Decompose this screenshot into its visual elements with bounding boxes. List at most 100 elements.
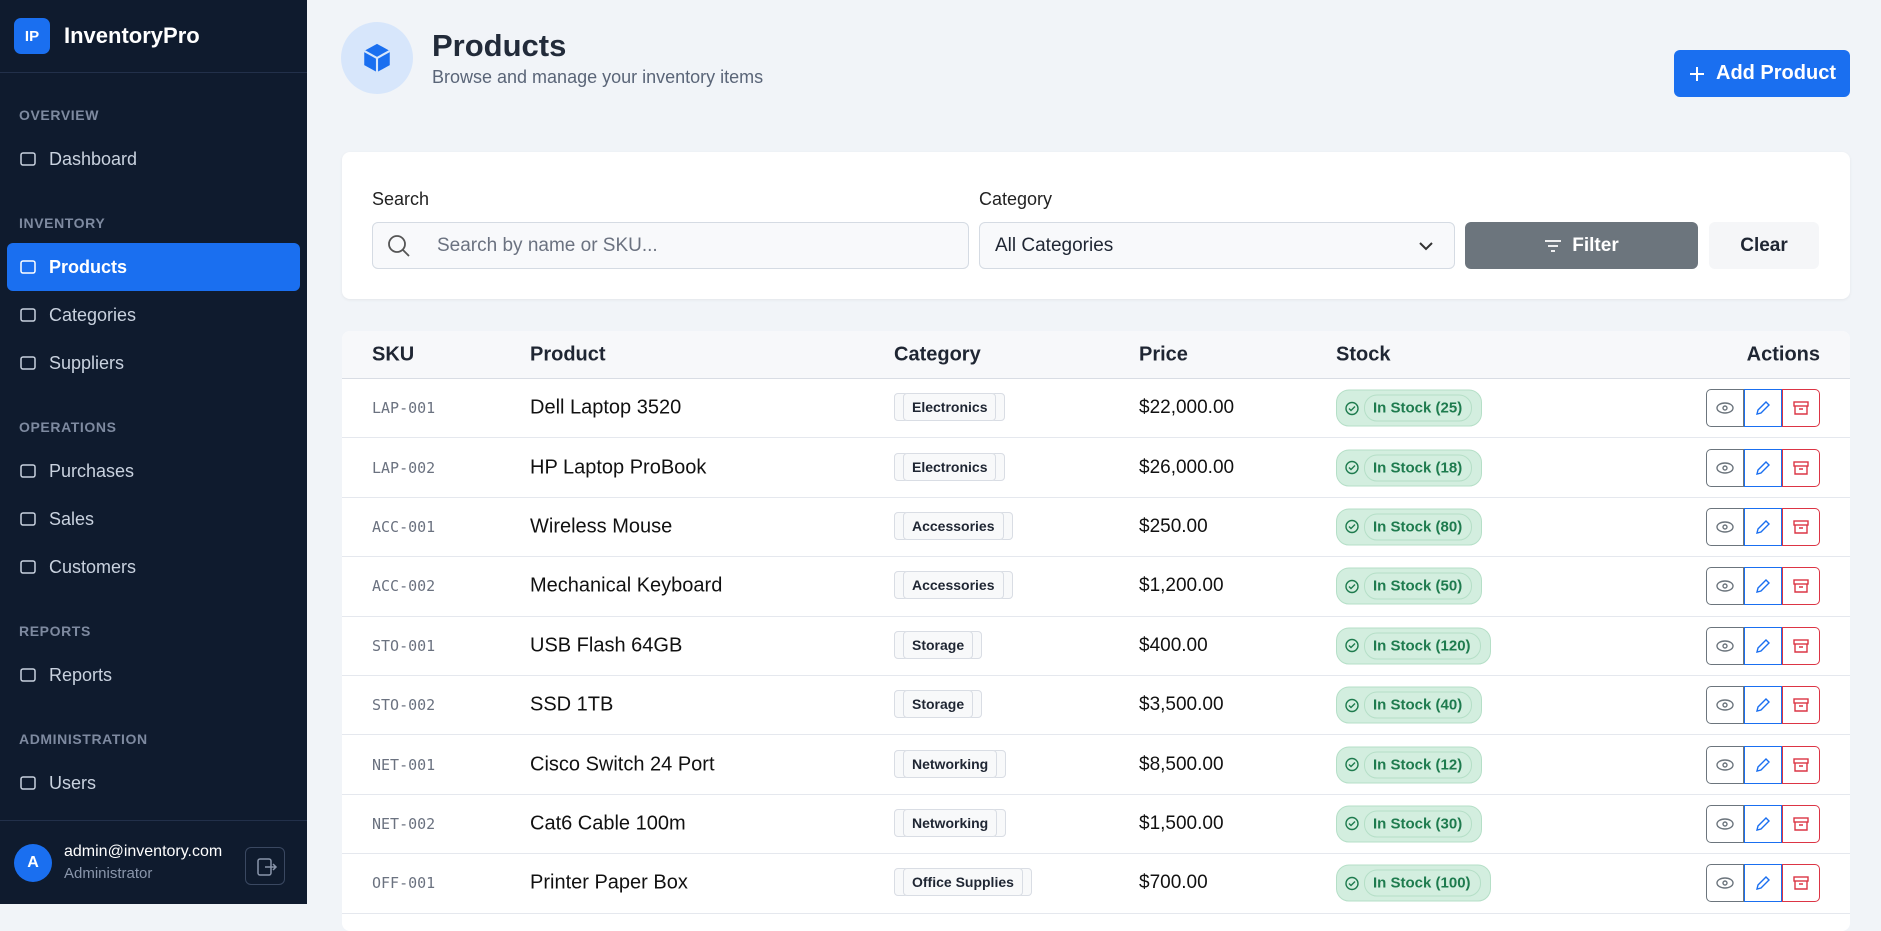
view-button[interactable] [1706,804,1744,843]
column-header: Actions [1746,343,1820,365]
edit-button[interactable] [1744,686,1782,725]
stock-cell: In Stock (80) [1336,508,1483,546]
filter-button[interactable]: Filter [1465,222,1698,269]
badge-text: In Stock (30) [1364,810,1473,838]
archive-button[interactable] [1782,626,1820,665]
header-icon [341,22,413,94]
nav-item[interactable]: Products [7,243,300,291]
actions [1706,507,1820,546]
category-value: All Categories [995,234,1114,256]
nav-item-label: Suppliers [49,352,125,373]
nav-item-label: Purchases [49,460,135,481]
nav-item[interactable]: Sales [7,495,300,543]
prod-cell: SSD 1TB [530,693,614,716]
cat-cell: Office Supplies [894,868,1032,897]
edit-button[interactable] [1744,626,1782,665]
price-cell: $8,500.00 [1139,753,1224,775]
price-cell: $22,000.00 [1139,397,1235,419]
table-row: STO-001 USB Flash 64GB Storage $400.00 In St… [342,617,1850,676]
nav-section-label: OPERATIONS [19,419,117,435]
actions [1706,864,1820,903]
archive-button[interactable] [1782,864,1820,903]
stock-badge: In Stock (12) [1336,746,1483,784]
products-table: SKU Product Category Price Stock Actions LAP-0… [342,331,1850,931]
badge-text: Storage [903,690,974,719]
stock-cell: In Stock (100) [1336,864,1491,902]
edit-button[interactable] [1744,745,1782,784]
edit-button[interactable] [1744,507,1782,546]
view-button[interactable] [1706,626,1744,665]
prod-cell: USB Flash 64GB [530,634,683,657]
sku-cell: NET-001 [372,755,436,774]
archive-button[interactable] [1782,686,1820,725]
view-button[interactable] [1706,389,1744,428]
nav-item[interactable]: Purchases [7,447,300,495]
prod-cell: Cisco Switch 24 Port [530,753,715,776]
edit-button[interactable] [1744,448,1782,487]
column-header: Price [1139,343,1188,365]
edit-button[interactable] [1744,864,1782,903]
archive-button[interactable] [1782,507,1820,546]
nav-item[interactable]: Suppliers [7,339,300,387]
archive-button[interactable] [1782,389,1820,428]
actions [1706,389,1820,428]
sku-cell: LAP-001 [372,399,436,418]
badge-text: Electronics [903,393,997,422]
badge-text: In Stock (25) [1364,394,1473,422]
brand-name: InventoryPro [64,23,200,48]
view-button[interactable] [1706,567,1744,606]
stock-badge: In Stock (80) [1336,508,1483,546]
search-input[interactable]: Search by name or SKU... [372,222,969,269]
table-row: OFF-001 Printer Paper Box Office Supplies $… [342,854,1850,914]
badge-text: Networking [903,808,998,837]
column-header: SKU [372,343,415,365]
category-badge: Networking [894,749,1007,778]
archive-button[interactable] [1782,745,1820,784]
actions [1706,567,1820,606]
nav-item[interactable]: Customers [7,543,300,591]
logout-button[interactable] [245,847,285,885]
nav-item-label: Sales [49,508,95,529]
view-button[interactable] [1706,745,1744,784]
category-select[interactable]: All Categories [979,222,1455,269]
view-button[interactable] [1706,686,1744,725]
cat-cell: Networking [894,749,1007,778]
nav-item[interactable]: Reports [7,651,300,699]
table-row: STO-002 SSD 1TB Storage $3,500.00 In Stock (… [342,676,1850,736]
badge-text: Storage [903,630,974,659]
column-header: Stock [1336,343,1391,365]
nav-item[interactable]: Categories [7,291,300,339]
view-button[interactable] [1706,507,1744,546]
archive-button[interactable] [1782,804,1820,843]
user-role: Administrator [64,865,153,882]
category-badge: Electronics [894,393,1006,422]
nav-item[interactable]: Users [7,759,300,807]
nav-section-label: ADMINISTRATION [19,731,148,747]
prod-cell: Mechanical Keyboard [530,574,723,597]
stock-cell: In Stock (40) [1336,686,1483,724]
nav-item-label: Reports [49,664,113,685]
actions [1706,448,1820,487]
view-button[interactable] [1706,448,1744,487]
actions [1706,686,1820,725]
edit-button[interactable] [1744,804,1782,843]
nav-item[interactable]: Dashboard [7,135,300,183]
badge-text: Accessories [903,571,1004,600]
view-button[interactable] [1706,864,1744,903]
prod-cell: Printer Paper Box [530,871,688,894]
nav-section-label: INVENTORY [19,215,106,231]
category-badge: Storage [894,630,983,659]
stock-badge: In Stock (30) [1336,805,1483,843]
price-cell: $1,200.00 [1139,575,1224,597]
edit-button[interactable] [1744,389,1782,428]
clear-button[interactable]: Clear [1709,222,1819,269]
stock-badge: In Stock (18) [1336,449,1483,487]
archive-button[interactable] [1782,567,1820,606]
edit-button[interactable] [1744,567,1782,606]
stock-cell: In Stock (50) [1336,567,1483,605]
stock-cell: In Stock (12) [1336,746,1483,784]
sku-cell: LAP-002 [372,458,436,477]
archive-button[interactable] [1782,448,1820,487]
add-button[interactable]: Add Product [1674,50,1850,97]
